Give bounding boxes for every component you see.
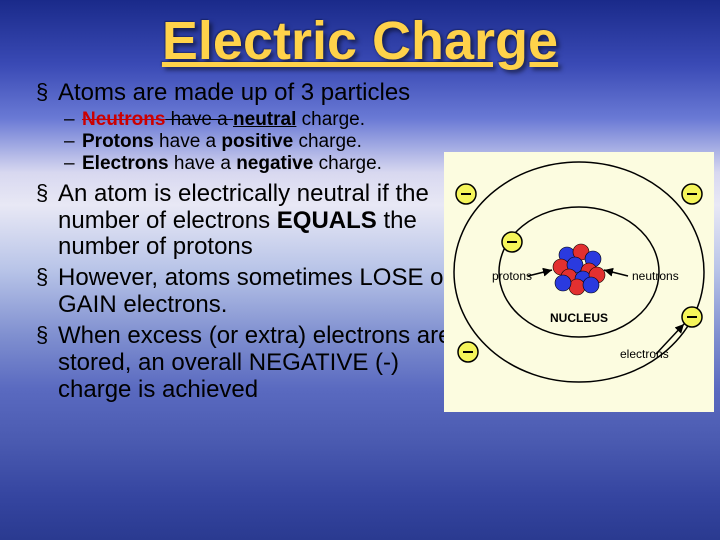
electrons-verb: have a [169, 153, 237, 174]
neutrons-rest: charge. [296, 109, 365, 130]
svg-text:electrons: electrons [620, 347, 669, 361]
bullet-1-text: Atoms are made up of 3 particles [58, 79, 410, 106]
electrons-rest: charge. [313, 153, 382, 174]
svg-text:protons: protons [492, 269, 532, 283]
electrons-label: Electrons [82, 153, 169, 174]
protons-kw: positive [221, 131, 293, 152]
electrons-kw: negative [236, 153, 313, 174]
bullet-2: An atom is electrically neutral if the n… [30, 181, 460, 262]
slide: Electric Charge Atoms are made up of 3 p… [0, 0, 720, 540]
neutrons-verb: have a [165, 109, 233, 130]
protons-rest: charge. [293, 131, 362, 152]
atom-diagram: protons neutrons NUCLEUS electrons [444, 152, 714, 412]
slide-title: Electric Charge [0, 0, 720, 80]
bullet-3: However, atoms sometimes LOSE or GAIN el… [30, 265, 460, 319]
protons-verb: have a [154, 131, 222, 152]
bullet-4: When excess (or extra) electrons are sto… [30, 323, 460, 404]
bullet-3-text: However, atoms sometimes LOSE or GAIN el… [58, 264, 451, 318]
neutrons-label: Neutrons [82, 109, 165, 130]
neutrons-kw: neutral [233, 109, 296, 130]
sub-neutrons: Neutrons have a neutral charge. [58, 109, 700, 130]
svg-text:NUCLEUS: NUCLEUS [550, 311, 608, 325]
atom-svg: protons neutrons NUCLEUS electrons [444, 152, 714, 412]
protons-label: Protons [82, 131, 154, 152]
svg-text:neutrons: neutrons [632, 269, 679, 283]
bullet-4-text: When excess (or extra) electrons are sto… [58, 322, 451, 403]
sub-protons: Protons have a positive charge. [58, 131, 700, 152]
bullet-2-kw: EQUALS [277, 207, 377, 234]
